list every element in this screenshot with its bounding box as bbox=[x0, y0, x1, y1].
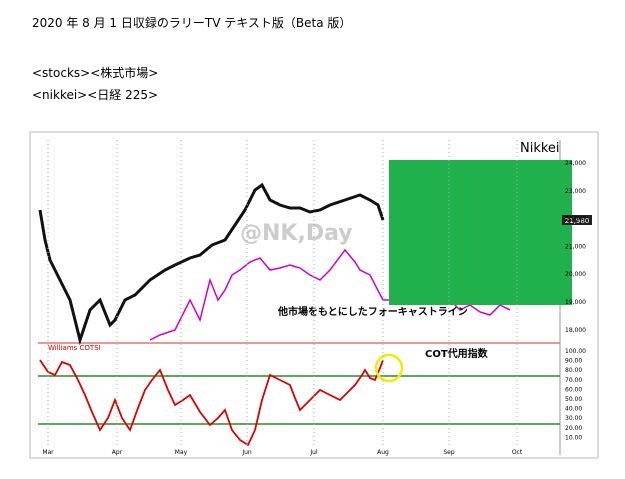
cot-tick-label: 50.00 bbox=[565, 396, 582, 403]
cot-label: COT代用指数 bbox=[425, 347, 489, 360]
symbol: Nikkei bbox=[520, 141, 560, 156]
month-label: May bbox=[175, 449, 188, 456]
cot-tick-label: 100.00 bbox=[565, 348, 586, 355]
month-label: Oct bbox=[512, 449, 523, 456]
highlight-circle bbox=[374, 353, 404, 383]
cot-line bbox=[39, 359, 384, 447]
mask-block bbox=[389, 160, 572, 305]
month-label: Apr bbox=[112, 449, 123, 456]
price-tick-label: 20,000 bbox=[565, 271, 586, 278]
month-label: Jul bbox=[309, 449, 318, 456]
month-label: Sep bbox=[443, 449, 455, 456]
cot-tick-label: 70.00 bbox=[565, 377, 582, 384]
price-tick-label: 18,000 bbox=[565, 327, 586, 334]
cot-tick-label: 30.00 bbox=[565, 415, 582, 422]
cot-tick-label: 80.00 bbox=[565, 367, 582, 374]
price-tick-label: 21,000 bbox=[565, 243, 586, 250]
price-tick-label: 23,000 bbox=[565, 188, 586, 195]
cot-tick-label: 90.00 bbox=[565, 358, 582, 365]
month-label: Aug bbox=[377, 449, 389, 456]
price-tick-label: 19,000 bbox=[565, 299, 586, 306]
watermark: @NK,Day bbox=[240, 221, 353, 246]
price-tick-label: 24,000 bbox=[565, 160, 586, 167]
forecast-line bbox=[149, 248, 511, 341]
cot-tick-label: 10.00 bbox=[565, 434, 582, 441]
text-line: <nikkei><日経 225> bbox=[32, 88, 159, 102]
price-line bbox=[38, 182, 385, 346]
cot-tick-label: 20.00 bbox=[565, 425, 582, 432]
text-line: <stocks><株式市場> bbox=[32, 66, 159, 80]
indicator-label: Williams COTSI bbox=[48, 344, 101, 352]
cot-tick-label: 40.00 bbox=[565, 406, 582, 413]
month-label: Mar bbox=[42, 449, 54, 456]
last-price-box bbox=[562, 215, 592, 225]
last-price: 21,980 bbox=[565, 217, 590, 225]
cot-tick-label: 60.00 bbox=[565, 386, 582, 393]
price-tick-label: 22,000 bbox=[565, 216, 586, 223]
month-label: Jun bbox=[241, 449, 252, 456]
forecast-label: 他市場をもとにしたフォーキャストライン bbox=[277, 305, 468, 318]
title: 2020 年 8 月 1 日収録のラリーTV テキスト版（Beta 版） bbox=[32, 16, 352, 30]
